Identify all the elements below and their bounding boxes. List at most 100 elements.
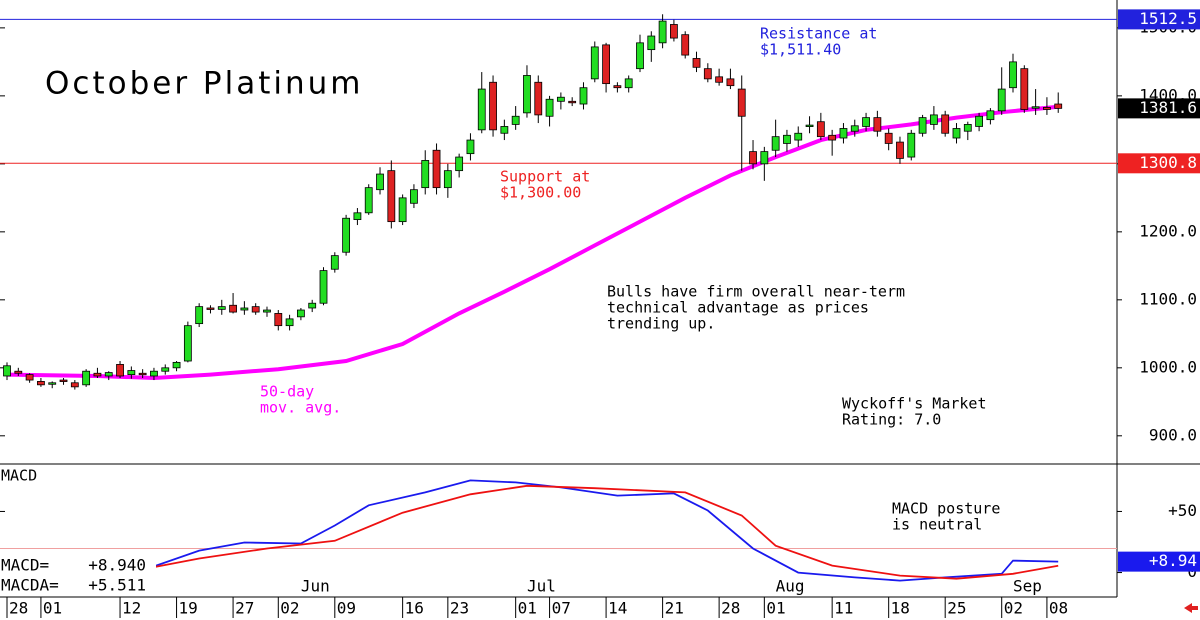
x-tick-label: 02 [280,599,299,618]
candle-body [308,302,317,309]
x-tick-label: 07 [552,599,571,618]
candle-body [760,151,769,165]
candle-body [195,306,204,325]
x-tick-label: 25 [947,599,966,618]
macd-tag [1118,551,1200,572]
candle-body [579,87,588,105]
candle-body [771,136,780,151]
candle-body [602,44,610,85]
annotation: MACD posture [892,500,1000,518]
price-tag-label: 1512.5 [1139,9,1197,28]
candle-body [726,78,735,87]
y-tick-label: +50 [1168,501,1197,520]
x-tick-label: 09 [337,599,356,618]
x-tick-label: 08 [1049,599,1068,618]
x-tick-label: 12 [122,599,141,618]
candle-body [319,270,328,304]
candle-body [217,306,226,310]
candle-body [1043,107,1051,110]
month-label: Aug [776,577,805,596]
candle-body [206,307,215,310]
candle-body [150,370,158,377]
y-tick-label: 1100.0 [1139,289,1197,308]
candle-body [670,24,678,39]
candle-body [421,160,430,189]
candle-body [523,75,531,114]
candle-body [918,117,927,134]
candle-body [1020,68,1029,110]
candle-body [48,382,57,385]
candle-body [545,98,554,117]
candle-body [873,117,882,132]
x-tick-label: 19 [179,599,198,618]
readout-box [0,554,156,596]
annotation: Bulls have firm overall near-term [607,283,905,301]
candle-body [353,212,362,221]
candle-body [1009,61,1017,89]
candle-body [884,132,893,144]
candle-body [3,365,11,377]
x-tick-label: 02 [1004,599,1023,618]
candle-body [839,128,848,139]
candle-body [816,121,825,138]
x-tick-label: 01 [766,599,785,618]
macd-title: MACD [1,467,37,485]
annotation: mov. avg. [260,399,341,417]
candle-body [941,114,950,134]
candle-body [556,96,565,102]
annotation: Wyckoff's Market [842,395,987,413]
last-price-tag [1118,98,1200,119]
candle-body [929,114,938,125]
readout-name: MACD= [1,556,49,575]
candle-body [296,309,305,318]
candle-body [443,170,452,189]
x-tick-label: 14 [608,599,627,618]
candle-body [25,374,34,381]
annotation: 50-day [260,383,314,401]
candle-body [70,382,79,388]
candle-body [466,139,475,155]
candle-body [963,124,972,132]
candle-body [986,110,995,121]
candle-body [104,372,113,377]
annotation: trending up. [607,315,715,333]
macd-line [6,484,1059,580]
price-tag [1118,153,1200,174]
candle-body [285,318,294,327]
candle-body [907,132,916,158]
candle-body [251,306,260,313]
month-label: Sep [1013,577,1042,596]
candle-body [613,85,622,89]
x-tick-label: 27 [235,599,254,618]
candle-body [477,88,486,131]
candle-body [229,304,237,313]
readout-name: MACDA= [1,576,59,595]
candle-body [37,381,45,386]
annotation: Resistance at [760,25,877,43]
x-tick-label: 18 [891,599,910,618]
candle-body [263,309,271,313]
candle-body [896,141,904,159]
candle-body [805,124,814,127]
candle-body [794,132,803,141]
candle-body [703,68,712,80]
candle-body [647,35,656,51]
candle-body [410,189,418,204]
candle-body [862,117,870,127]
candle-body [93,372,102,377]
candle-body [997,88,1006,112]
candle-body [364,187,373,214]
month-label: Jun [301,577,330,596]
scroll-arrow [1184,603,1198,613]
candle-body [715,76,724,83]
candle-body [183,325,192,362]
candle-body [952,128,961,139]
candle-body [455,156,464,172]
x-tick-label: 16 [405,599,424,618]
candle-body [636,42,644,70]
candle-body [432,149,441,189]
x-tick-label: 28 [721,599,740,618]
x-tick-label: 11 [834,599,853,618]
candle-body [274,313,283,327]
